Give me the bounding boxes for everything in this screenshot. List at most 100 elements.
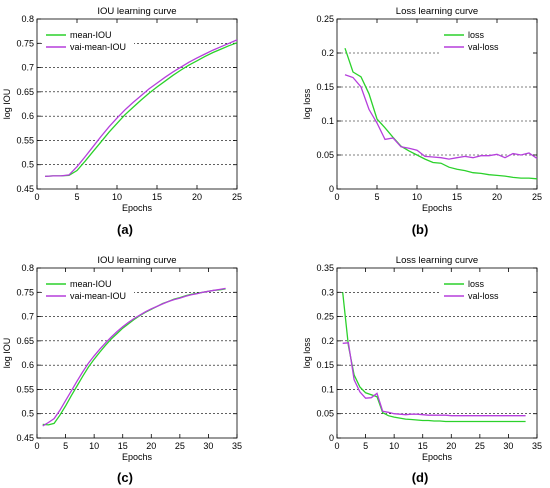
legend: loss val-loss [440,25,532,59]
x-tick-label: 0 [334,192,339,202]
legend: mean-IOU vai-mean-IOU [42,25,134,59]
legend-box [42,274,134,308]
panel-label-b: (b) [412,222,429,237]
legend: mean-IOU vai-mean-IOU [42,274,134,308]
x-tick-label: 0 [334,441,339,451]
x-tick-label: 35 [232,441,242,451]
legend-label: val-loss [468,42,499,52]
x-axis-label: Epochs [422,203,453,213]
legend-label: mean-IOU [70,279,112,289]
y-tick-label: 0.3 [321,287,334,297]
x-tick-label: 15 [418,441,428,451]
series-line-mean-IOU [42,288,226,426]
legend-box [440,25,532,59]
axes-frame [336,267,538,439]
y-tick-label: 0.1 [321,116,334,126]
y-tick-label: 0.65 [16,336,34,346]
y-tick-label: 0.7 [21,63,34,73]
y-tick-label: 0.1 [321,384,334,394]
legend-label: loss [468,279,485,289]
series-line-val-loss [342,342,526,417]
panel-label-c: (c) [117,470,133,485]
y-tick-label: 0.5 [21,160,34,170]
x-tick-label: 30 [503,441,513,451]
x-tick-label: 0 [34,441,39,451]
legend: loss val-loss [440,274,532,308]
y-axis-label: log loss [302,337,312,368]
y-tick-label: 0.5 [21,409,34,419]
series-line-loss [342,292,526,423]
x-tick-label: 20 [492,192,502,202]
y-tick-label: 0.2 [321,48,334,58]
series-line-mean-IOU [44,42,238,178]
x-axis-label: Epochs [122,203,153,213]
panel-label-a: (a) [117,222,133,237]
axes-frame [36,267,238,439]
chart-panel-a: 0.45 0.5 0.55 0.6 0.65 0.7 0.75 0.8 0 5 10 15 20 25 IO… [2,6,242,213]
chart-title: IOU learning curve [97,255,176,266]
y-tick-label: 0.65 [16,87,34,97]
legend-label: mean-IOU [70,30,112,40]
x-tick-label: 15 [452,192,462,202]
x-tick-label: 5 [374,192,379,202]
chart-panel-d: 0 0.05 0.1 0.15 0.2 0.25 0.3 0.35 0 5 10 15 20 25 30 35… [302,255,542,462]
legend-label: vai-mean-IOU [70,291,126,301]
x-tick-label: 20 [146,441,156,451]
x-tick-label: 10 [112,192,122,202]
y-tick-label: 0 [329,184,334,194]
legend-box [440,274,532,308]
y-tick-label: 0.15 [316,360,334,370]
chart-title: Loss learning curve [396,6,478,17]
x-tick-label: 25 [232,192,242,202]
axes-frame [336,18,538,190]
legend-label: vai-mean-IOU [70,42,126,52]
x-tick-label: 0 [34,192,39,202]
panel-label-d: (d) [412,470,429,485]
y-axis-label: log IOU [2,89,12,120]
x-tick-label: 25 [532,192,542,202]
x-tick-label: 10 [389,441,399,451]
y-tick-label: 0.75 [16,38,34,48]
y-tick-label: 0.25 [316,312,334,322]
y-tick-label: 0.05 [316,409,334,419]
x-tick-label: 30 [203,441,213,451]
y-tick-label: 0.05 [316,150,334,160]
series-line-loss [344,47,538,180]
x-axis-label: Epochs [122,452,153,462]
y-tick-label: 0.55 [16,384,34,394]
x-tick-label: 10 [89,441,99,451]
x-tick-label: 5 [63,441,68,451]
x-tick-label: 15 [118,441,128,451]
x-tick-label: 25 [475,441,485,451]
legend-label: loss [468,30,485,40]
y-tick-label: 0.2 [321,336,334,346]
y-tick-label: 0.6 [21,111,34,121]
legend-label: val-loss [468,291,499,301]
y-tick-label: 0.55 [16,135,34,145]
x-tick-label: 10 [412,192,422,202]
y-axis-label: log loss [302,88,312,119]
y-axis-label: log IOU [2,338,12,369]
chart-title: IOU learning curve [97,6,176,17]
axes-frame [36,18,238,190]
x-tick-label: 5 [74,192,79,202]
series-line-vai-mean-IOU [42,287,226,427]
y-tick-label: 0.7 [21,312,34,322]
x-axis-label: Epochs [422,452,453,462]
x-tick-label: 35 [532,441,542,451]
x-tick-label: 20 [446,441,456,451]
y-tick-label: 0.8 [21,14,34,24]
y-tick-label: 0.35 [316,263,334,273]
y-tick-label: 0.8 [21,263,34,273]
x-tick-label: 15 [152,192,162,202]
y-tick-label: 0.45 [16,433,34,443]
y-tick-label: 0.25 [316,14,334,24]
x-tick-label: 20 [192,192,202,202]
y-tick-label: 0.75 [16,287,34,297]
x-tick-label: 25 [175,441,185,451]
y-tick-label: 0 [329,433,334,443]
chart-panel-b: 0 0.05 0.1 0.15 0.2 0.25 0 5 10 15 20 25 Loss learni… [302,6,542,213]
y-tick-label: 0.6 [21,360,34,370]
series-line-vai-mean-IOU [44,39,238,178]
